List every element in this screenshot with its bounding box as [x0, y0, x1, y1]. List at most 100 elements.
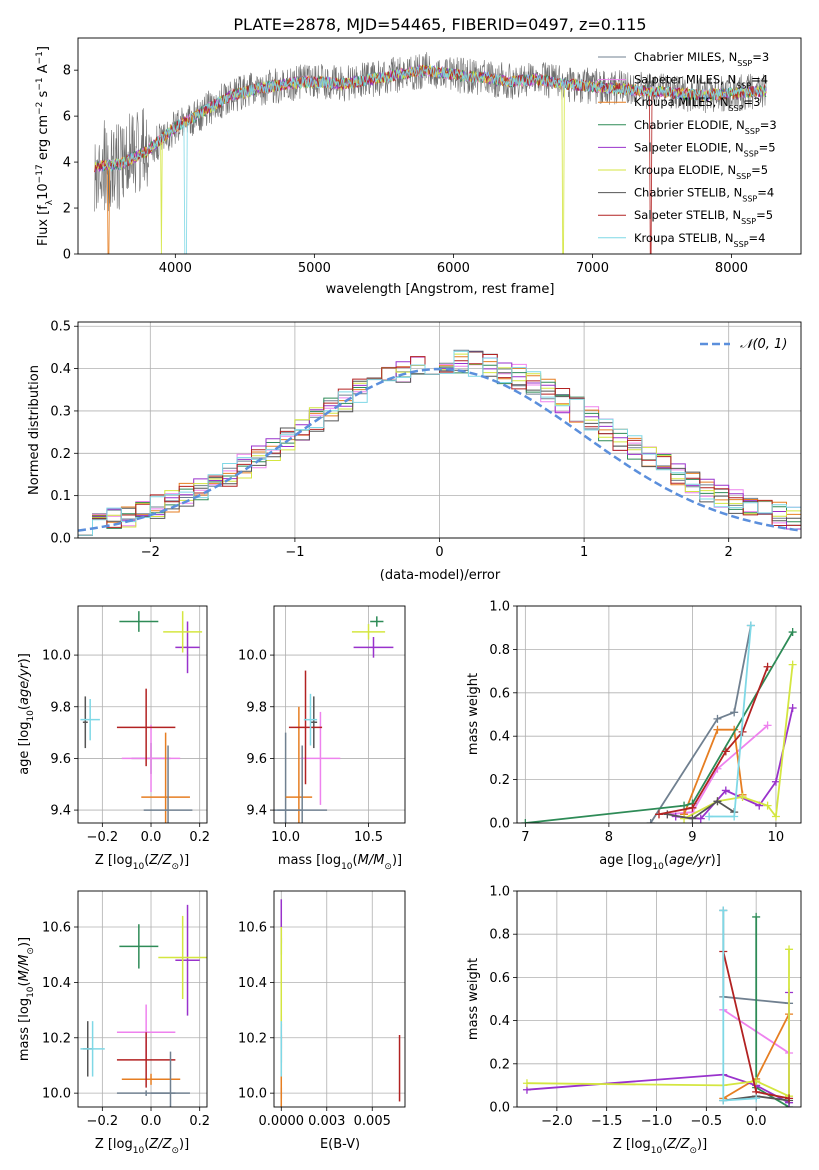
- weight-line: [755, 916, 790, 1107]
- axes-frame: [77, 321, 802, 539]
- plus-marker: [721, 786, 730, 795]
- histogram-axes: −2 −1 0 1 2 0.0 0.1 0.2 0.3 0.4 0.5 𝒩(0, 1) (data-mo…: [27, 320, 802, 583]
- y-tick-label: 10.4: [238, 976, 267, 991]
- x-tick-label: 0.0000: [259, 1114, 305, 1129]
- label-part: )]: [17, 937, 32, 947]
- x-tick-label: −1.0: [641, 1114, 673, 1129]
- x-tick-label: 10.0: [271, 830, 300, 845]
- x-tick-label: −1.5: [591, 1114, 623, 1129]
- label-part: A: [36, 64, 51, 77]
- plus-marker: [788, 660, 797, 669]
- x-tick-label: 8: [605, 830, 613, 845]
- x-tick-label: 0.005: [354, 1114, 391, 1129]
- plus-marker: [688, 814, 697, 823]
- x-tick-label: 0.0: [141, 830, 162, 845]
- y-axis-label: mass weight: [466, 673, 481, 755]
- label-part: age/yr: [17, 662, 32, 705]
- plot-area: [280, 899, 401, 1107]
- x-tick-label: 9: [688, 830, 696, 845]
- label-part: 10: [651, 1146, 663, 1156]
- legend-label: Salpeter STELIB, NSSP=5: [634, 208, 773, 226]
- weight-line: [649, 625, 752, 823]
- legend-text: =5: [751, 163, 768, 177]
- legend-sub: SSP: [729, 104, 744, 113]
- y-tick-label: 10.0: [42, 1087, 71, 1102]
- spectrum-line: [94, 52, 767, 212]
- plus-marker: [763, 662, 772, 671]
- normal-curve: [78, 367, 801, 532]
- weight-line: [526, 992, 790, 1105]
- label-part: −17: [35, 164, 45, 183]
- axes-frame: [516, 890, 802, 1108]
- y-tick-label: 2: [63, 202, 71, 217]
- label-part: (: [144, 853, 149, 868]
- x-axis-label: wavelength [Angstrom, rest frame]: [326, 282, 555, 297]
- label-part: )]: [697, 1137, 707, 1152]
- x-axis-label: E(B-V): [320, 1137, 360, 1152]
- plus-marker: [730, 812, 739, 821]
- legend-text: Kroupa STELIB, N: [634, 231, 734, 245]
- x-tick-label: −1: [285, 545, 304, 560]
- plus-marker: [719, 1096, 728, 1105]
- plus-marker: [785, 1094, 794, 1103]
- label-part: )]: [179, 1137, 189, 1152]
- plus-marker: [713, 714, 722, 723]
- label-part: ⊙: [689, 1146, 697, 1156]
- plus-marker: [719, 906, 728, 915]
- label-part: (: [662, 1137, 667, 1152]
- legend-text: =4: [757, 186, 774, 200]
- legend-sub: SSP: [744, 149, 759, 158]
- legend-text: =5: [759, 140, 776, 154]
- plot-area: [521, 621, 797, 823]
- x-axis-label: Z [log10(Z/Z⊙)]: [95, 1137, 189, 1156]
- y-tick-label: 0.3: [50, 404, 71, 419]
- y-tick-label: 9.8: [246, 700, 267, 715]
- y-tick-label: 0.2: [489, 1057, 510, 1072]
- label-part: Z [log: [613, 1137, 651, 1152]
- legend-sub: SSP: [734, 239, 749, 248]
- label-part: 10: [133, 1146, 145, 1156]
- label-part: Z/Z: [148, 853, 172, 868]
- y-tick-label: 1.0: [489, 885, 510, 900]
- y-tick-label: 9.4: [246, 804, 267, 819]
- y-tick-label: 6: [63, 110, 71, 125]
- plus-marker: [788, 703, 797, 712]
- label-part: Z/Z: [666, 1137, 690, 1152]
- plus-marker: [521, 819, 530, 823]
- label-part: −2: [35, 102, 45, 115]
- label-part: Z [log: [95, 1137, 133, 1152]
- plot-area: [522, 906, 794, 1107]
- y-tick-label: 9.8: [50, 700, 71, 715]
- label-part: )]: [179, 853, 189, 868]
- x-axis-label: Z [log10(Z/Z⊙)]: [613, 1137, 707, 1156]
- label-part: (: [17, 981, 32, 986]
- legend-text: Chabrier MILES, N: [634, 50, 737, 64]
- label-part: 10: [36, 183, 51, 200]
- label-part: 10: [26, 986, 36, 998]
- legend-text: Kroupa MILES, N: [634, 95, 729, 109]
- label-part: erg cm: [36, 115, 51, 164]
- plus-marker: [713, 797, 722, 806]
- label-part: Flux [f: [36, 205, 51, 246]
- legend-text: =5: [756, 208, 773, 222]
- y-tick-label: 0.4: [489, 730, 510, 745]
- y-tick-label: 10.2: [238, 1031, 267, 1046]
- y-axis-label: Normed distribution: [27, 365, 42, 495]
- y-tick-label: 9.6: [246, 752, 267, 767]
- legend-text: Chabrier ELODIE, N: [634, 118, 745, 132]
- label-part: M/M: [17, 955, 32, 982]
- plus-marker: [522, 1079, 531, 1088]
- y-axis-label: mass [log10(M/M⊙)]: [17, 937, 36, 1061]
- y-tick-label: 0.6: [489, 686, 510, 701]
- plot-area: [80, 611, 203, 823]
- y-tick-label: 8: [63, 64, 71, 79]
- label-part: 10: [133, 862, 145, 872]
- plot-area: [94, 52, 767, 254]
- legend-label: Kroupa ELODIE, NSSP=5: [634, 163, 768, 181]
- label-part: mass [log: [278, 853, 341, 868]
- x-tick-label: −2.0: [541, 1114, 573, 1129]
- y-axis-label: mass weight: [466, 958, 481, 1040]
- x-axis-label: Z [log10(Z/Z⊙)]: [95, 853, 189, 872]
